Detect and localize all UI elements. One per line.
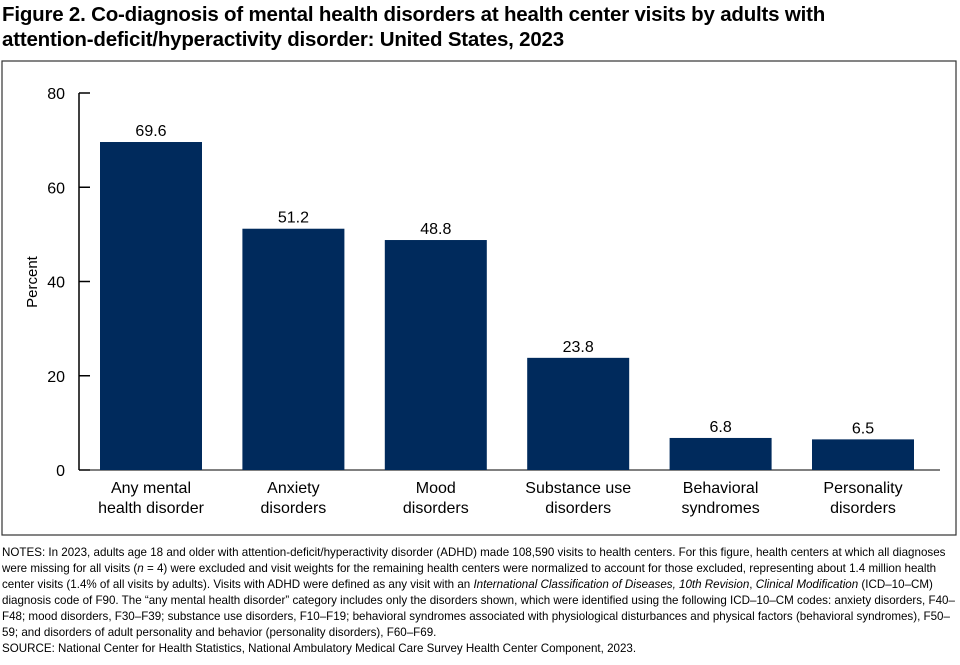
data-label: 48.8 — [420, 221, 451, 238]
y-tick-label: 20 — [47, 369, 65, 386]
bar-chart: 0 20 40 60 80 Percent 69.6 Any mental health d… — [1, 60, 957, 536]
bar — [242, 228, 345, 470]
bar — [669, 437, 772, 470]
data-label: 23.8 — [563, 339, 594, 356]
y-tick-label: 60 — [47, 180, 65, 197]
x-tick-label: disorders — [260, 500, 326, 517]
title-line-1: Figure 2. Co-diagnosis of mental health … — [2, 3, 826, 26]
notes: NOTES: In 2023, adults age 18 and older … — [2, 545, 958, 657]
notes-part: NOTES: In 2023, adults age 18 and older … — [2, 546, 946, 575]
y-tick-label: 40 — [47, 275, 65, 292]
notes-part: , — [749, 578, 756, 591]
y-axis-label: Percent — [24, 255, 41, 308]
y-tick-label: 80 — [47, 86, 65, 103]
data-label: 69.6 — [135, 123, 166, 140]
data-label: 6.5 — [852, 420, 874, 437]
notes-part: (ICD–10–CM) diagnosis code of F90. The “… — [2, 578, 955, 639]
notes-n: n — [137, 562, 144, 575]
source-text: SOURCE: National Center for Health Stati… — [2, 642, 637, 655]
bar — [527, 357, 630, 470]
notes-text: NOTES: In 2023, adults age 18 and older … — [2, 545, 958, 641]
y-tick-label: 0 — [56, 463, 65, 480]
notes-icd: International Classification of Diseases… — [473, 578, 750, 591]
bars: 69.6 Any mental health disorder 51.2 Anxiety… — [98, 123, 914, 517]
x-tick-label: health disorder — [98, 500, 205, 517]
y-axis: 0 20 40 60 80 — [47, 86, 940, 480]
notes-cm: Clinical Modification — [755, 578, 859, 591]
bar — [812, 439, 914, 470]
x-tick-label: disorders — [545, 500, 611, 517]
figure-title: Figure 2. Co-diagnosis of mental health … — [2, 2, 952, 52]
x-tick-label: Behavioral — [683, 480, 759, 497]
x-tick-label: Mood — [416, 480, 456, 497]
bar — [100, 142, 202, 470]
x-tick-label: Any mental — [111, 480, 191, 497]
chart-frame — [1, 60, 957, 536]
title-line-2: attention-deficit/hyperactivity disorder… — [2, 28, 564, 51]
x-tick-label: Personality — [823, 480, 902, 497]
x-tick-label: disorders — [830, 500, 896, 517]
data-label: 6.8 — [709, 419, 731, 436]
x-tick-label: Anxiety — [267, 480, 319, 497]
bar — [384, 240, 487, 470]
x-tick-label: syndromes — [681, 500, 759, 517]
x-tick-label: disorders — [403, 500, 469, 517]
data-label: 51.2 — [278, 210, 309, 227]
notes-part: = 4) were excluded and visit weights for… — [2, 562, 937, 591]
x-tick-label: Substance use — [525, 480, 631, 497]
